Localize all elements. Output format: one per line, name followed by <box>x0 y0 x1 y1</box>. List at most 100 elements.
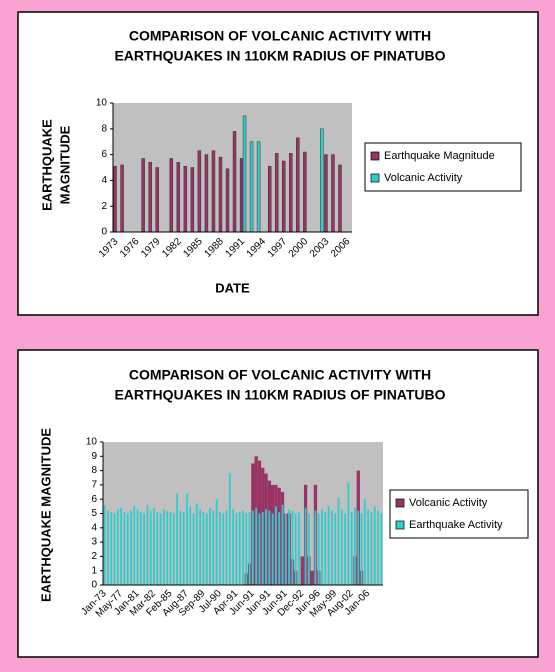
bar <box>304 507 307 585</box>
bar <box>218 156 223 233</box>
bar <box>298 512 300 585</box>
bar <box>143 513 146 585</box>
bar <box>225 510 228 585</box>
bar <box>219 512 221 585</box>
bar <box>155 167 159 233</box>
bar <box>190 167 195 233</box>
bar <box>176 493 179 585</box>
plot-area <box>113 103 352 232</box>
bar <box>261 512 264 585</box>
bar <box>271 513 274 585</box>
y-tick-label: 1 <box>91 565 97 576</box>
y-tick-label: 4 <box>101 175 107 186</box>
bar <box>321 509 323 585</box>
bar <box>274 153 279 233</box>
bar <box>130 510 132 585</box>
bar <box>347 482 350 585</box>
bar <box>232 509 235 585</box>
bar <box>136 509 139 585</box>
bar <box>116 509 119 585</box>
bar <box>212 510 215 585</box>
bar <box>107 510 109 585</box>
bar <box>110 512 113 585</box>
bar <box>139 512 142 585</box>
bar <box>202 512 205 585</box>
bar <box>278 512 281 585</box>
legend-label: Volcanic Activity <box>409 497 488 509</box>
bar <box>199 509 202 585</box>
bar <box>235 513 238 585</box>
bar <box>245 513 248 585</box>
y-tick-label: 10 <box>86 437 98 448</box>
bar <box>172 513 175 585</box>
bar <box>120 507 123 585</box>
bar <box>367 509 370 585</box>
bar <box>163 509 165 585</box>
y-axis-label: EARTHQUAKE MAGNITUDE <box>38 428 53 602</box>
bar <box>363 499 366 585</box>
bar <box>268 510 271 585</box>
bar <box>291 510 294 585</box>
bar <box>267 165 272 233</box>
y-tick-label: 4 <box>91 522 97 533</box>
bar <box>324 512 327 585</box>
bar <box>186 493 188 585</box>
bar <box>141 158 145 233</box>
bar <box>113 165 117 233</box>
bar <box>228 473 231 585</box>
bar <box>169 512 172 585</box>
chart-title: COMPARISON OF VOLCANIC ACTIVITY WITH <box>129 367 431 383</box>
bar <box>242 510 244 585</box>
bar <box>288 509 291 585</box>
bar <box>204 154 209 233</box>
bar <box>120 164 124 233</box>
bar <box>331 510 333 585</box>
bar <box>225 168 230 233</box>
bar <box>238 512 241 585</box>
bar <box>205 513 208 585</box>
bar <box>183 165 188 233</box>
bar <box>123 512 126 585</box>
legend-swatch <box>370 173 380 183</box>
legend-swatch <box>370 151 380 161</box>
bar <box>258 513 261 585</box>
bar <box>249 141 254 233</box>
bar <box>149 510 152 585</box>
bar <box>192 513 195 585</box>
y-tick-label: 2 <box>91 551 97 562</box>
bar <box>360 513 363 585</box>
y-tick-label: 6 <box>91 494 97 505</box>
bar <box>370 512 373 585</box>
bar <box>156 512 159 585</box>
bar <box>340 509 343 585</box>
chart-title: COMPARISON OF VOLCANIC ACTIVITY WITH <box>129 28 431 44</box>
bar <box>275 506 277 585</box>
bar <box>338 164 342 233</box>
bar <box>133 506 136 585</box>
bar <box>126 513 129 585</box>
bar <box>209 507 211 585</box>
chart-title: EARTHQUAKES IN 110KM RADIUS OF PINATUBO <box>114 48 445 64</box>
bar <box>350 512 353 585</box>
bar <box>232 131 237 233</box>
y-tick-label: 6 <box>101 149 107 160</box>
legend-label: Volcanic Activity <box>384 172 463 184</box>
y-tick-label: 8 <box>101 123 107 134</box>
bar <box>289 153 293 233</box>
bar <box>303 151 307 233</box>
bar <box>215 499 218 585</box>
legend-swatch <box>395 498 405 508</box>
bar <box>377 510 379 585</box>
bar <box>242 115 247 233</box>
bar <box>320 128 324 233</box>
bar <box>176 162 181 233</box>
bar <box>256 141 261 233</box>
bar <box>197 150 202 233</box>
bar <box>310 570 314 585</box>
bar <box>211 150 216 233</box>
bar <box>166 510 169 585</box>
legend-box <box>389 489 529 539</box>
y-tick-label: 10 <box>96 98 108 109</box>
bar <box>189 506 192 585</box>
